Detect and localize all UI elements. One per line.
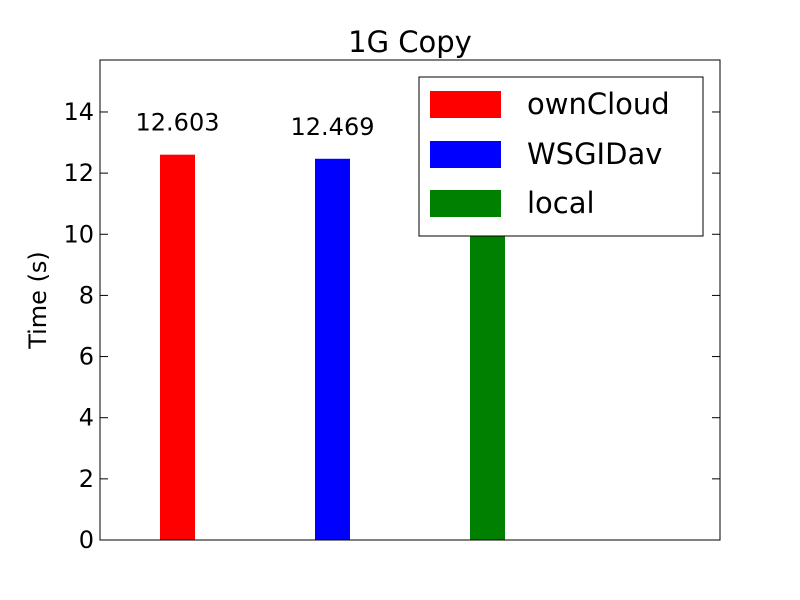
legend: ownCloud WSGIDav local — [418, 76, 704, 237]
data-label-owncloud: 12.603 — [136, 109, 220, 137]
bar-wsgidav — [315, 158, 350, 540]
y-tick-label: 6 — [79, 343, 94, 371]
y-tick-label: 2 — [79, 465, 94, 493]
legend-label-local: local — [527, 186, 595, 220]
data-label-wsgidav: 12.469 — [291, 113, 375, 141]
y-ticks-layer: 0 2 4 6 8 10 12 14 — [63, 98, 720, 554]
legend-label-owncloud: ownCloud — [527, 87, 670, 121]
bar-owncloud — [160, 154, 195, 540]
bar-local — [470, 231, 505, 540]
chart-title: 1G Copy — [348, 25, 472, 59]
legend-swatch-wsgidav — [430, 141, 501, 168]
legend-label-wsgidav: WSGIDav — [527, 137, 662, 171]
data-labels-layer: 12.603 12.469 — [136, 109, 375, 141]
y-tick-label: 10 — [63, 220, 94, 248]
y-tick-label: 14 — [63, 98, 94, 126]
plot-frame — [99, 59, 721, 541]
y-tick-label: 12 — [63, 159, 94, 187]
legend-swatch-local — [430, 190, 501, 217]
y-tick-label: 8 — [79, 281, 94, 309]
legend-items: ownCloud WSGIDav local — [430, 87, 670, 220]
y-tick-label: 0 — [79, 526, 94, 554]
legend-swatch-owncloud — [430, 91, 501, 118]
bars-layer — [160, 154, 505, 540]
y-axis-label: Time (s) — [24, 251, 52, 350]
y-tick-label: 4 — [79, 404, 94, 432]
